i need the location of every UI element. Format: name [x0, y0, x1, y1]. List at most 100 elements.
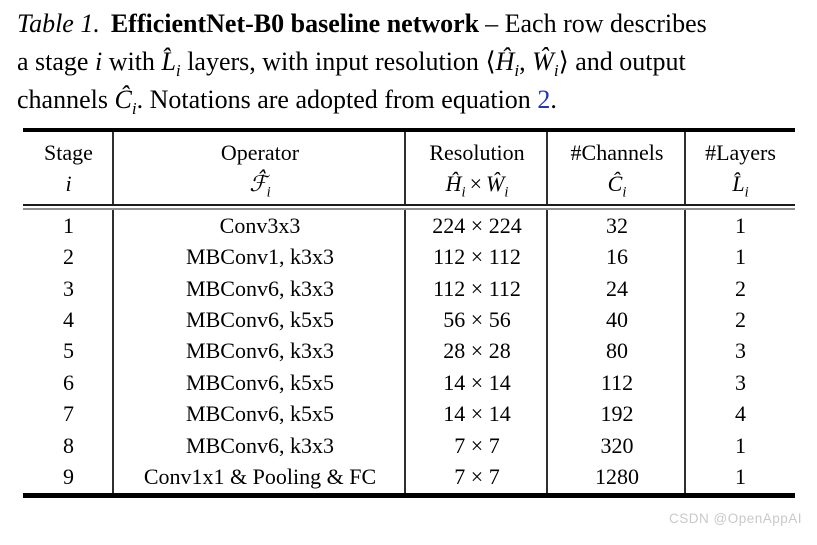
operator-cell: MBConv6, k3x3: [186, 338, 334, 364]
channels-cell: 16: [606, 244, 628, 270]
caption-line-3: channels Ĉi. Notations are adopted from …: [17, 81, 809, 119]
header-symbol-subscript: i: [744, 184, 749, 201]
resolution-cell: 14 × 14: [443, 369, 511, 395]
caption-text-3a: channels: [17, 85, 115, 114]
header-symbol: Ĉ: [607, 171, 623, 196]
channels-cell: 32: [606, 212, 628, 238]
caption-comma: ,: [519, 47, 533, 76]
resolution-cell: 7 × 7: [454, 432, 500, 458]
efficientnet-b0-table: Stage i Operator ℱ̂i Resolution Ĥi × Ŵi #C…: [23, 128, 795, 498]
caption-text-3b: . Notations are adopted from equation: [136, 85, 538, 114]
resolution-cell: 14 × 14: [443, 401, 511, 427]
column-divider: [112, 132, 114, 493]
table-body: 1 Conv3x3 224 × 224 32 1 2 MBConv1, k3x3…: [23, 210, 795, 493]
column-divider: [684, 132, 686, 493]
operator-cell: Conv1x1 & Pooling & FC: [143, 464, 377, 490]
caption-period: .: [550, 85, 557, 114]
resolution-cell: 112 × 112: [433, 244, 521, 270]
header-symbol: Ĥ: [445, 171, 462, 196]
header-label: Resolution: [429, 140, 525, 165]
math-H-subscript: i: [514, 61, 520, 81]
operator-cell: MBConv6, k3x3: [186, 275, 334, 301]
math-H-hat-symbol: Ĥ: [495, 47, 515, 76]
table-row: 2 MBConv1, k3x3 112 × 112 16 1: [23, 241, 795, 272]
stage-cell: 8: [63, 432, 74, 458]
table-row: 8 MBConv6, k3x3 7 × 7 320 1: [23, 430, 795, 461]
resolution-cell: 224 × 224: [432, 212, 522, 238]
table-row: 7 MBConv6, k5x5 14 × 14 192 4: [23, 399, 795, 430]
header-symbol-subscript: i: [504, 184, 509, 201]
header-symbol-subscript: i: [622, 184, 627, 201]
channels-cell: 320: [600, 432, 634, 458]
column-header-layers: #Layers L̂i: [686, 132, 795, 204]
layers-cell: 4: [735, 401, 746, 427]
math-C-subscript: i: [131, 99, 137, 119]
stage-cell: 3: [63, 275, 74, 301]
channels-cell: 192: [600, 401, 634, 427]
resolution-cell: 7 × 7: [454, 464, 500, 490]
header-symbol-subscript: i: [461, 184, 466, 201]
layers-cell: 2: [735, 307, 746, 333]
stage-cell: 4: [63, 307, 74, 333]
layers-cell: 2: [735, 275, 746, 301]
column-header-resolution: Resolution Ĥi × Ŵi: [406, 132, 548, 204]
column-divider: [404, 132, 406, 493]
table-caption: Table 1. EfficientNet-B0 baseline network…: [17, 5, 809, 119]
resolution-cell: 56 × 56: [443, 307, 511, 333]
caption-text-1: – Each row describes: [485, 9, 707, 38]
operator-cell: MBConv1, k3x3: [186, 244, 334, 270]
math-W-subscript: i: [553, 61, 559, 81]
channels-cell: 80: [606, 338, 628, 364]
layers-cell: 3: [735, 369, 746, 395]
channels-cell: 1280: [595, 464, 639, 490]
layers-cell: 3: [735, 338, 746, 364]
header-double-rule: [23, 204, 795, 210]
operator-cell: MBConv6, k5x5: [186, 369, 334, 395]
stage-cell: 2: [63, 244, 74, 270]
header-label: Stage: [44, 140, 93, 165]
column-header-operator: Operator ℱ̂i: [114, 132, 406, 204]
header-label: Operator: [220, 140, 300, 165]
table-row: 3 MBConv6, k3x3 112 × 112 24 2: [23, 273, 795, 304]
caption-line-2: a stage i with L̂i layers, with input re…: [17, 43, 809, 81]
channels-cell: 40: [606, 307, 628, 333]
caption-text-2a: a stage: [17, 47, 95, 76]
column-divider: [546, 132, 548, 493]
header-symbol: ℱ̂: [249, 171, 267, 196]
table-row: 1 Conv3x3 224 × 224 32 1: [23, 210, 795, 241]
header-label: #Channels: [570, 140, 664, 165]
table-title: EfficientNet-B0 baseline network: [110, 9, 480, 38]
angle-bracket-open: ⟨: [485, 47, 496, 76]
math-L-hat-symbol: L̂: [161, 47, 176, 76]
math-W-hat-symbol: Ŵ: [532, 47, 554, 76]
column-header-channels: #Channels Ĉi: [548, 132, 686, 204]
layers-cell: 1: [735, 464, 746, 490]
caption-text-2d: and output: [568, 47, 686, 76]
column-header-stage: Stage i: [23, 132, 114, 204]
table-row: 4 MBConv6, k5x5 56 × 56 40 2: [23, 304, 795, 335]
equation-2-link[interactable]: 2: [537, 85, 551, 114]
layers-cell: 1: [735, 432, 746, 458]
table-header-row: Stage i Operator ℱ̂i Resolution Ĥi × Ŵi #C…: [23, 132, 795, 204]
operator-cell: Conv3x3: [219, 212, 301, 238]
table-number-label: Table 1.: [17, 9, 100, 38]
layers-cell: 1: [735, 212, 746, 238]
header-symbol-subscript: i: [266, 184, 271, 201]
channels-cell: 24: [606, 275, 628, 301]
csdn-watermark: CSDN @OpenAppAI: [668, 511, 802, 526]
header-symbol: Ŵ: [485, 171, 505, 196]
header-symbol: i: [65, 171, 72, 196]
math-C-hat-symbol: Ĉ: [114, 85, 132, 114]
caption-text-2b: with: [102, 47, 162, 76]
operator-cell: MBConv6, k5x5: [186, 401, 334, 427]
resolution-cell: 112 × 112: [433, 275, 521, 301]
angle-bracket-close: ⟩: [558, 47, 569, 76]
math-i-symbol: i: [94, 47, 103, 76]
channels-cell: 112: [600, 369, 634, 395]
stage-cell: 1: [63, 212, 74, 238]
stage-cell: 5: [63, 338, 74, 364]
header-label: #Layers: [705, 140, 776, 165]
resolution-cell: 28 × 28: [443, 338, 511, 364]
table-row: 5 MBConv6, k3x3 28 × 28 80 3: [23, 336, 795, 367]
times-symbol: ×: [469, 171, 482, 196]
